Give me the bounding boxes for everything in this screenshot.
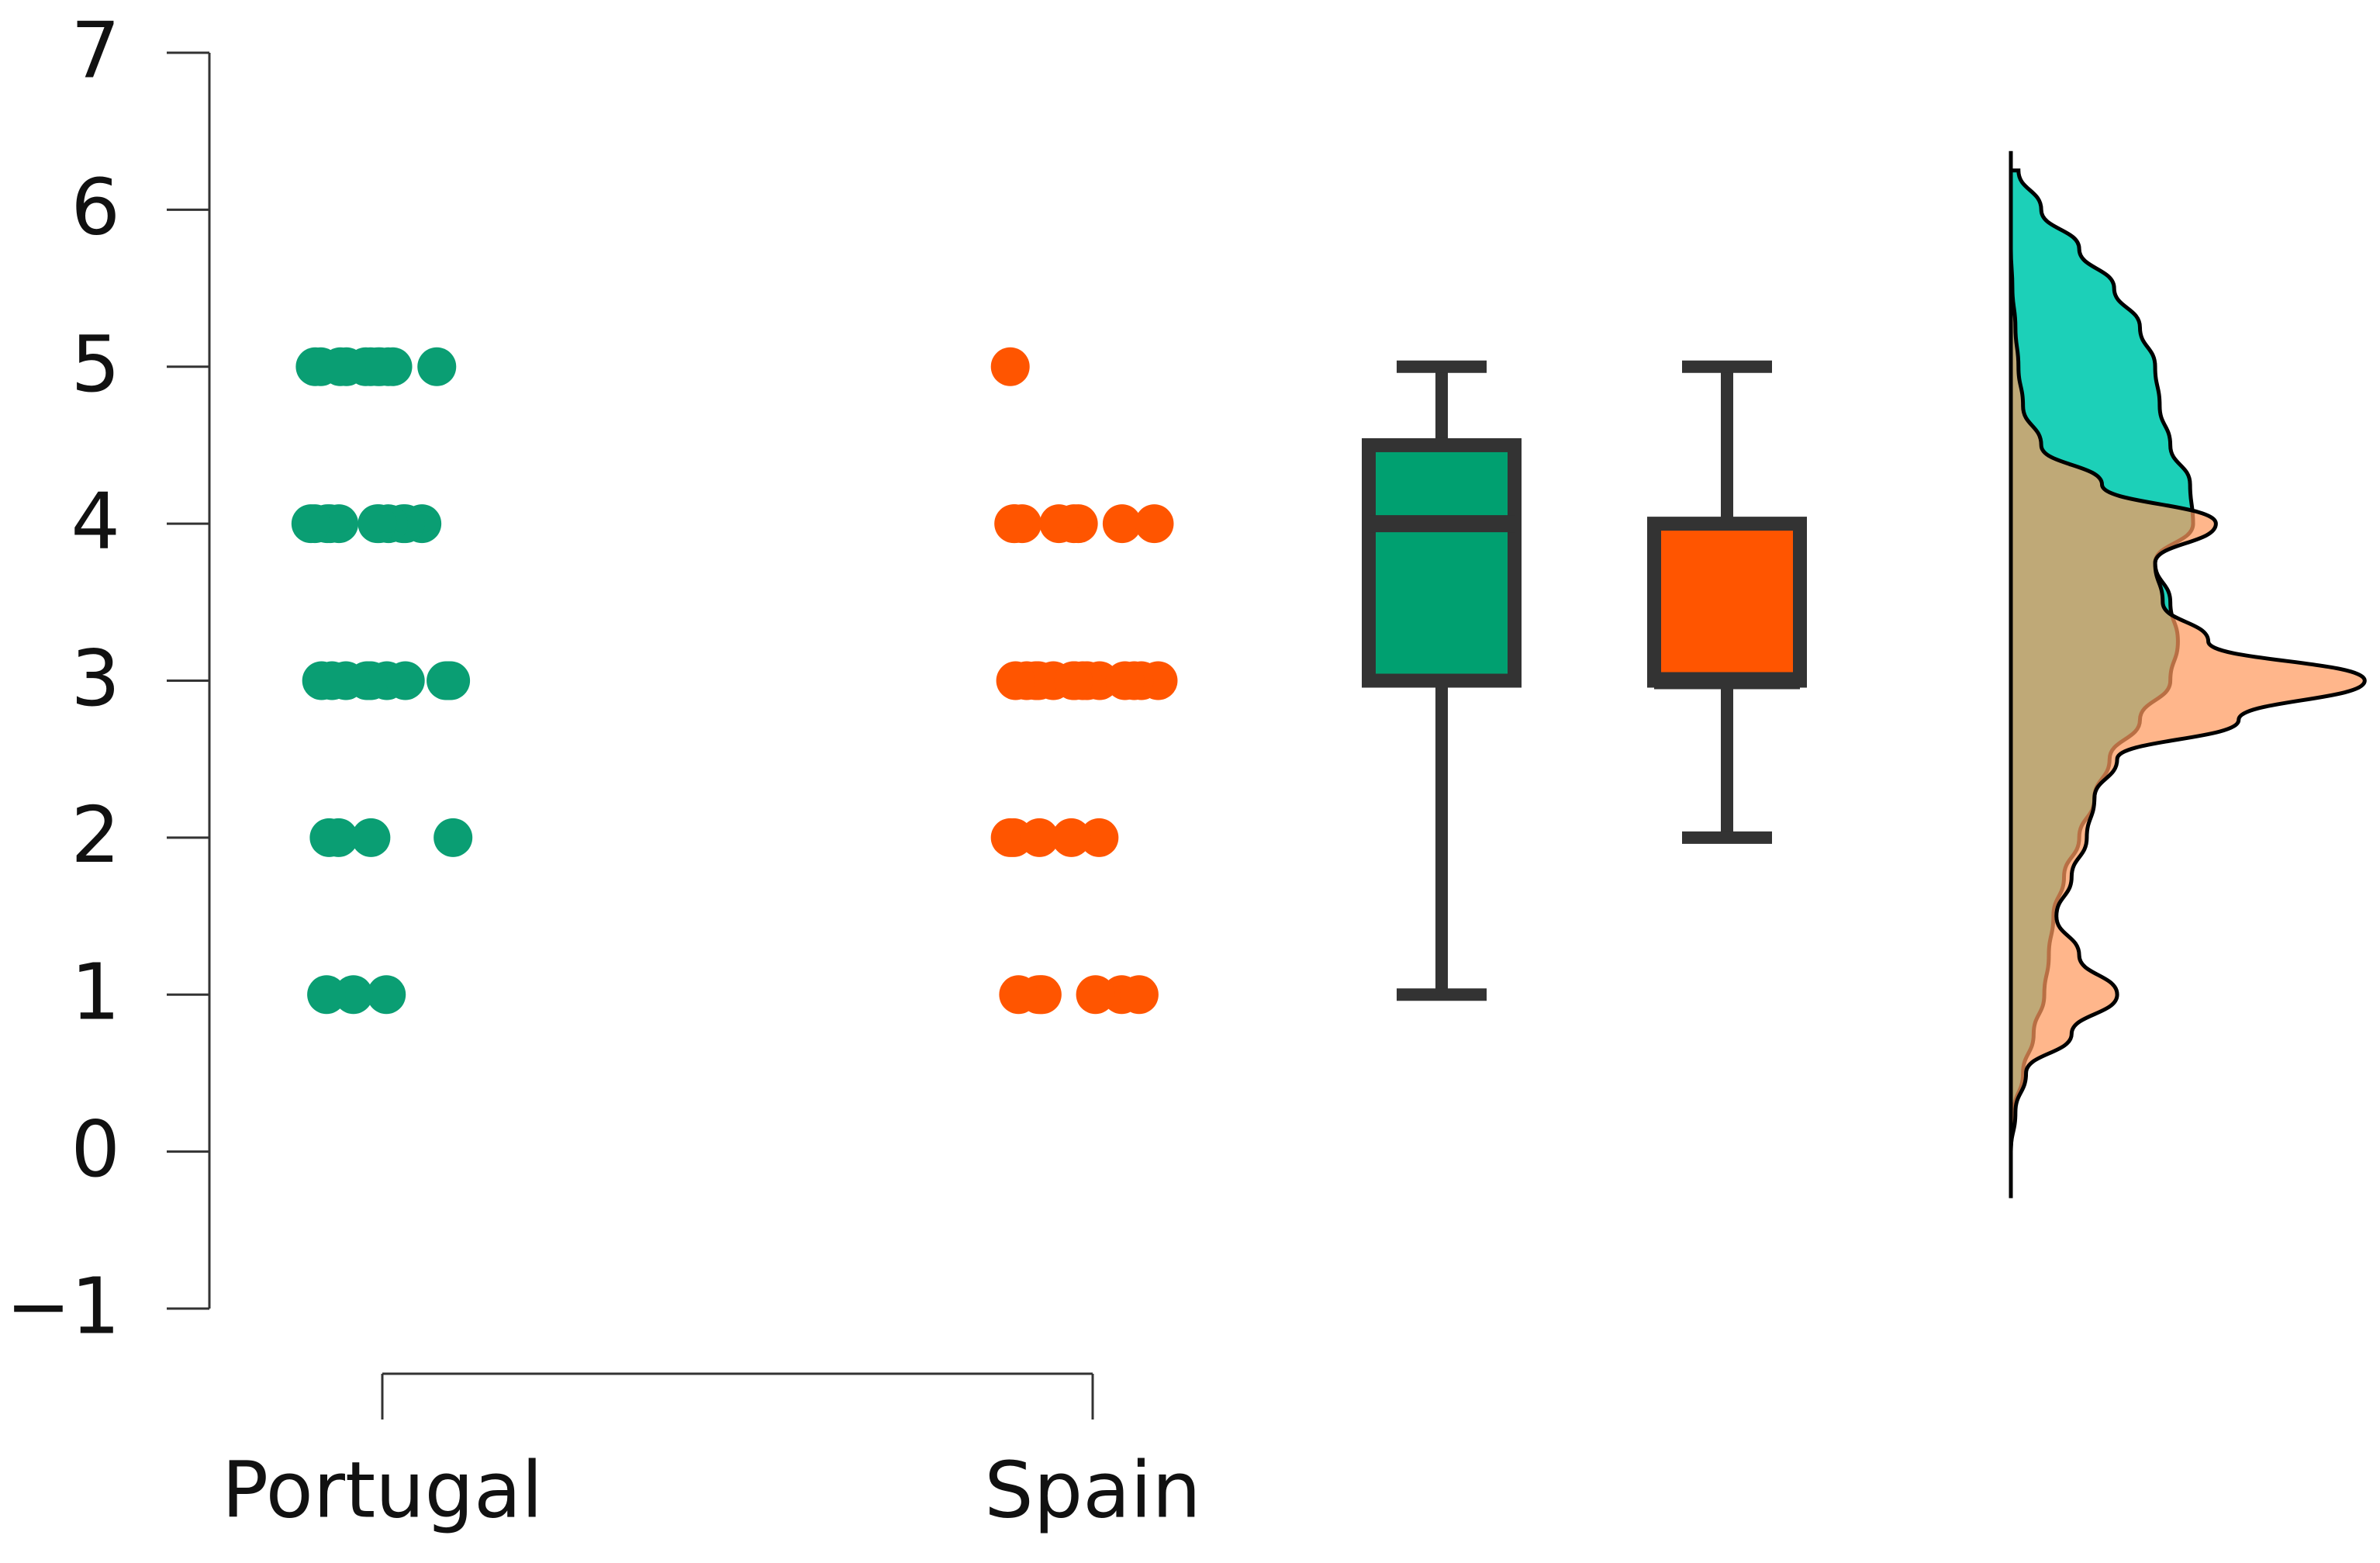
data-point bbox=[1079, 818, 1119, 857]
y-tick-label: −1 bbox=[6, 1260, 120, 1351]
data-point bbox=[1020, 818, 1059, 857]
box bbox=[1362, 437, 1522, 688]
y-tick-label: 0 bbox=[71, 1104, 120, 1195]
data-point bbox=[367, 975, 406, 1015]
y-tick-label: 3 bbox=[71, 633, 120, 724]
density bbox=[2009, 170, 2367, 1152]
y-tick-label: 2 bbox=[71, 790, 120, 880]
data-point bbox=[291, 504, 330, 544]
y-tick-label: 1 bbox=[71, 947, 120, 1038]
data-point bbox=[417, 347, 457, 386]
y-tick-label: 7 bbox=[71, 5, 120, 95]
data-point bbox=[385, 661, 425, 700]
data-point bbox=[295, 347, 335, 386]
data-point bbox=[307, 975, 347, 1015]
data-point bbox=[990, 347, 1030, 386]
data-point bbox=[1054, 661, 1093, 700]
data-point bbox=[1105, 661, 1145, 700]
data-point bbox=[358, 504, 397, 544]
y-tick-label: 6 bbox=[71, 162, 120, 253]
data-point bbox=[1119, 975, 1159, 1015]
data-point bbox=[351, 818, 391, 857]
box bbox=[1647, 517, 1807, 688]
data-point bbox=[999, 975, 1038, 1015]
data-point bbox=[1102, 504, 1142, 544]
data-point bbox=[333, 975, 373, 1015]
data-point bbox=[319, 818, 358, 857]
x-tick-label: Spain bbox=[984, 1444, 1200, 1535]
data-point bbox=[434, 818, 473, 857]
y-tick-label: 4 bbox=[71, 475, 120, 566]
data-point bbox=[326, 347, 366, 386]
data-point bbox=[429, 661, 468, 700]
data-point bbox=[994, 504, 1034, 544]
data-point bbox=[1135, 504, 1174, 544]
data-point bbox=[1076, 975, 1115, 1015]
data-point bbox=[996, 661, 1035, 700]
y-tick-label: 5 bbox=[71, 319, 120, 410]
data-point bbox=[1039, 504, 1079, 544]
data-point bbox=[326, 661, 366, 700]
x-tick-label: Portugal bbox=[222, 1444, 543, 1535]
data-point bbox=[373, 347, 413, 386]
data-point bbox=[1052, 818, 1091, 857]
